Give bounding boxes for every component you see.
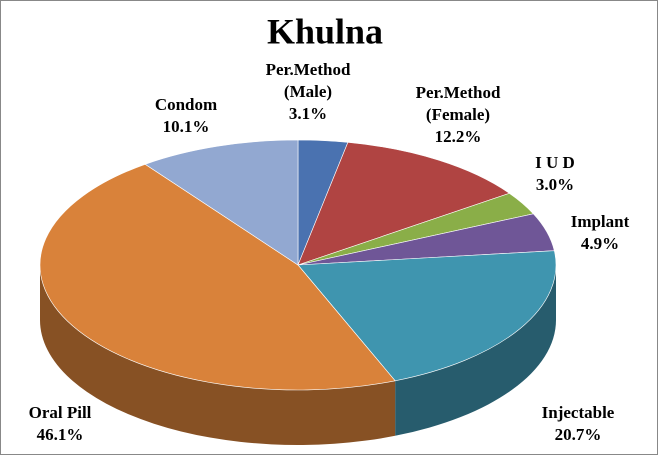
- slice-label: Per.Method (Male): [266, 60, 351, 101]
- slice-value-label: 3.1%: [289, 104, 327, 123]
- slice-label-line: I U D: [535, 153, 575, 172]
- chart-title: Khulna: [267, 11, 383, 51]
- slice-label: I U D: [535, 153, 575, 172]
- slice-label: Per.Method (Female): [416, 83, 501, 124]
- slice-label-line: Injectable: [542, 403, 615, 422]
- slice-label-line: Oral Pill: [29, 403, 92, 422]
- pie-slice: [297, 250, 557, 382]
- slice-value-label: 4.9%: [581, 234, 619, 253]
- pie-slice-side: [40, 265, 396, 445]
- slice-label: Condom: [155, 95, 217, 114]
- pie-slice: [39, 163, 396, 391]
- slice-label: Oral Pill: [29, 403, 92, 422]
- slice-value-label: 12.2%: [435, 127, 482, 146]
- slice-label-line: Implant: [571, 212, 630, 231]
- slice-value-label: 10.1%: [163, 117, 210, 136]
- slice-label-line: Per.Method: [266, 60, 351, 79]
- slice-label: Injectable: [542, 403, 615, 422]
- slice-label-line: Condom: [155, 95, 217, 114]
- slice-label: Implant: [571, 212, 630, 231]
- pie-slice-side: [395, 265, 556, 436]
- slice-label-line: Per.Method: [416, 83, 501, 102]
- slice-value-label: 20.7%: [555, 425, 602, 444]
- slice-label-line: (Female): [426, 105, 490, 124]
- pie-slice: [297, 142, 511, 266]
- slice-label-line: (Male): [284, 82, 332, 101]
- slice-value-label: 46.1%: [37, 425, 84, 444]
- pie-slice: [144, 139, 299, 266]
- slice-value-label: 3.0%: [536, 175, 574, 194]
